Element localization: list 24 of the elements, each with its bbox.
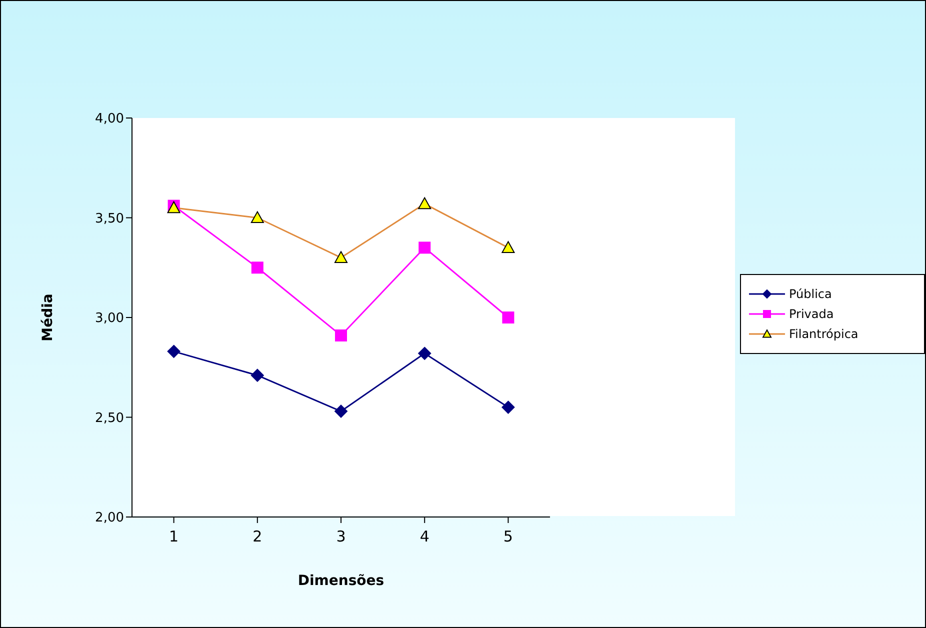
point <box>250 368 264 382</box>
x-axis-title: Dimensões <box>298 572 384 589</box>
point <box>418 242 431 254</box>
point <box>335 329 347 342</box>
legend-label: Filantrópica <box>789 327 858 341</box>
y-tick-label: 2,00 <box>95 510 124 526</box>
point <box>502 400 515 414</box>
x-tick-label: 3 <box>336 528 346 546</box>
legend-label: Privada <box>789 307 834 321</box>
y-tick-label: 4,00 <box>95 112 124 127</box>
x-tick-label: 1 <box>169 528 179 546</box>
x-tick-label: 5 <box>503 528 513 546</box>
y-tick-label: 3,50 <box>95 211 124 226</box>
point <box>251 262 264 274</box>
point <box>502 312 514 324</box>
point <box>167 344 180 358</box>
legend-label: Pública <box>789 287 832 301</box>
y-tick-label: 2,50 <box>95 410 124 426</box>
x-tick-label: 2 <box>252 528 262 546</box>
y-tick-label: 3,00 <box>95 311 124 326</box>
x-tick-label: 4 <box>420 528 430 546</box>
point <box>334 404 348 418</box>
y-axis-title: Média <box>40 294 56 342</box>
point <box>418 346 432 360</box>
